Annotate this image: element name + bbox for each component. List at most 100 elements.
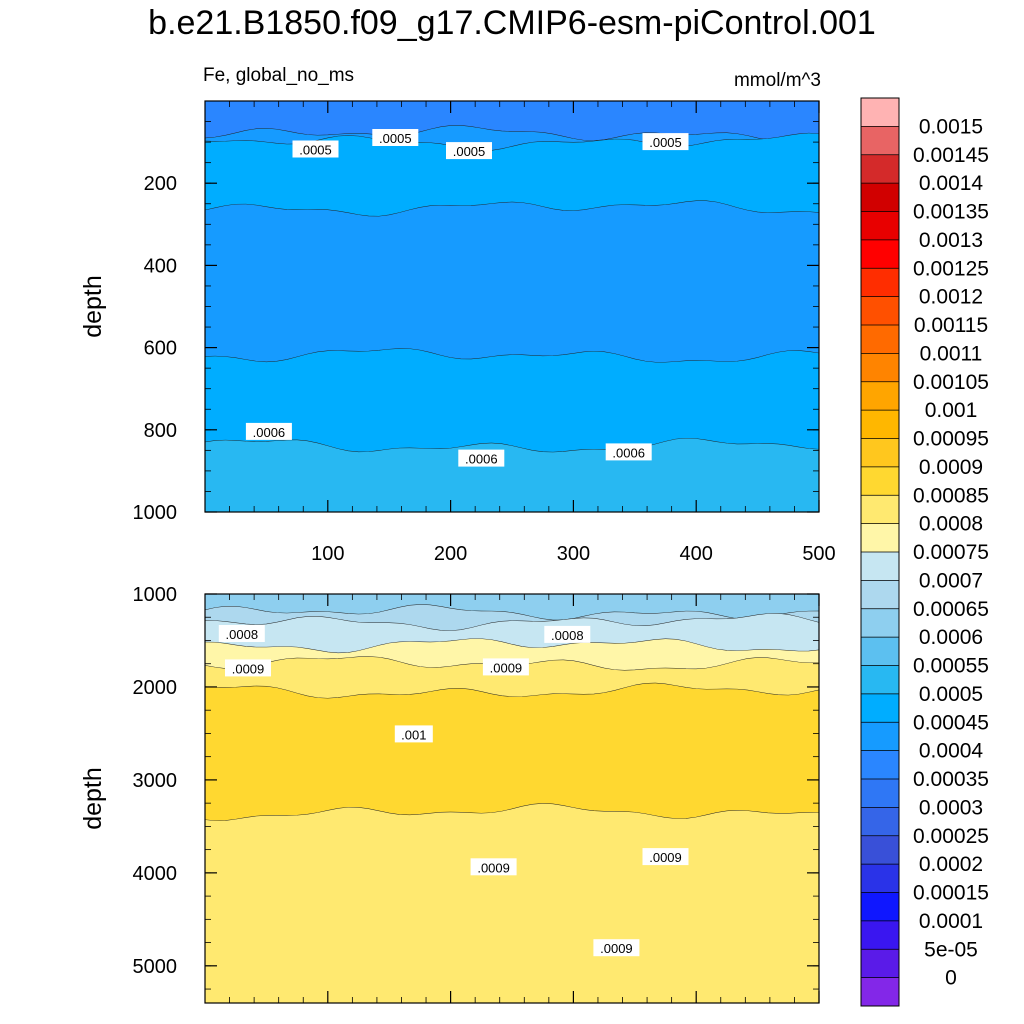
plot-area-upper: .0005 .0005 .0005 .0005 .0006 .0006 .0006 xyxy=(205,101,819,512)
contour-band xyxy=(205,348,819,453)
colorbar-label: 0.0004 xyxy=(919,740,984,763)
colorbar-swatch xyxy=(861,296,899,326)
contour-label-text: .0006 xyxy=(465,452,498,467)
colorbar-swatch xyxy=(861,920,899,950)
colorbar-swatch xyxy=(861,98,899,127)
colorbar-label: 0.0008 xyxy=(919,513,983,536)
colorbar-swatch xyxy=(861,977,899,1007)
y-tick-label: 4000 xyxy=(133,863,178,885)
variable-label: Fe, global_no_ms xyxy=(203,65,354,86)
colorbar-swatch xyxy=(861,949,899,978)
colorbar-swatch xyxy=(861,580,899,610)
contour-label: .0005 xyxy=(446,142,492,160)
contour-label-box xyxy=(446,142,492,160)
colorbar-label: 0.0003 xyxy=(919,796,983,819)
x-tick-label: 300 xyxy=(557,543,590,565)
contour-band xyxy=(205,803,819,1003)
colorbar-swatch xyxy=(861,779,899,808)
colorbar-label: 0.00055 xyxy=(913,655,989,678)
colorbar-label: 0.0007 xyxy=(919,569,983,592)
colorbar-label: 0.001 xyxy=(925,399,978,422)
contour-label-text: .0006 xyxy=(253,425,286,440)
contour-band xyxy=(205,656,819,699)
colorbar-label: 0.00065 xyxy=(913,598,989,621)
colorbar-label: 0 xyxy=(945,967,957,990)
colorbar-label: 0.0015 xyxy=(919,115,983,138)
contour-label-text: .001 xyxy=(401,727,426,742)
contour-band xyxy=(205,133,819,217)
contour-label-text: .0006 xyxy=(612,445,645,460)
contour-label-text: .0009 xyxy=(477,860,510,875)
colorbar-label: 0.0013 xyxy=(919,229,983,252)
y-tick-label: 3000 xyxy=(133,770,178,792)
colorbar-frame xyxy=(860,97,900,1007)
contour-label-text: .0005 xyxy=(453,144,486,159)
colorbar-swatch xyxy=(861,693,899,723)
contour-label: .0008 xyxy=(218,625,265,642)
contour-band xyxy=(205,438,819,512)
colorbar-swatch xyxy=(861,353,899,383)
y-axis-title: depth xyxy=(79,767,107,830)
contour-label-text: .0009 xyxy=(600,941,633,956)
y-tick-label: 1000 xyxy=(133,584,178,606)
colorbar-swatch xyxy=(861,892,899,922)
chart-title: b.e21.B1850.f09_g17.CMIP6-esm-piControl.… xyxy=(148,4,876,42)
colorbar-label: 0.00015 xyxy=(913,882,989,905)
contour-label-box xyxy=(372,129,419,146)
contour-label-box xyxy=(544,625,591,643)
contour-label-text: .0005 xyxy=(649,135,682,150)
colorbar-swatch xyxy=(861,665,899,695)
contour-label-text: .0005 xyxy=(379,131,412,146)
contour-label: .001 xyxy=(394,725,433,743)
contour-label: .0008 xyxy=(544,625,591,643)
contour-label: .0009 xyxy=(642,848,689,866)
colorbar-label: 0.00035 xyxy=(913,768,989,791)
contour-label-text: .0009 xyxy=(232,661,265,676)
colorbar-label: 0.0011 xyxy=(920,342,983,365)
contour-label-text: .0009 xyxy=(649,850,682,865)
colorbar-label: 0.00145 xyxy=(913,144,989,167)
contour-label: .0009 xyxy=(482,658,529,676)
contour-label-box xyxy=(458,449,505,467)
contour-label: .0006 xyxy=(245,422,292,440)
colorbar-swatch xyxy=(861,239,899,269)
contour-label-box xyxy=(245,422,292,440)
colorbar-swatch xyxy=(861,126,899,156)
colorbar-label: 0.0009 xyxy=(919,456,983,479)
contour-label-box xyxy=(605,443,652,461)
contour-label-box xyxy=(394,725,433,743)
colorbar-label: 0.00125 xyxy=(913,257,989,280)
x-tick-label: 200 xyxy=(434,543,467,565)
contour-label: .0009 xyxy=(225,659,271,677)
contour-band xyxy=(205,613,819,654)
colorbar-label: 5e-05 xyxy=(924,938,978,961)
plot-area-lower: .0008 .0008 .0009 .0009 .001 .0009 .0009 .0009 xyxy=(205,594,819,1003)
colorbar-swatch xyxy=(861,495,899,524)
contour-label-box xyxy=(292,140,339,158)
colorbar-label: 0.00085 xyxy=(913,484,989,507)
y-tick-label: 600 xyxy=(144,338,177,360)
colorbar-swatch xyxy=(861,268,899,297)
colorbar-swatch xyxy=(861,552,899,581)
y-axis-title: depth xyxy=(79,275,107,338)
y-tick-label: 1000 xyxy=(133,502,178,524)
contour-band xyxy=(205,638,819,671)
x-tick-label: 400 xyxy=(680,543,713,565)
contour-label: .0009 xyxy=(470,858,517,876)
colorbar-swatch xyxy=(861,410,899,439)
colorbar-label: 0.00025 xyxy=(913,825,989,848)
contour-label: .0005 xyxy=(372,129,419,146)
contour-label: .0005 xyxy=(292,140,339,158)
colorbar-label: 0.00075 xyxy=(913,541,989,564)
units-label: mmol/m^3 xyxy=(734,70,821,91)
contour-label-box xyxy=(482,658,529,676)
colorbar-label: 0.00045 xyxy=(913,711,989,734)
colorbar-swatch xyxy=(861,183,899,212)
contour-band xyxy=(205,594,819,621)
colorbar-swatch xyxy=(861,381,899,411)
colorbar-swatch xyxy=(861,523,899,553)
colorbar-label: 0.0006 xyxy=(919,626,983,649)
colorbar-swatch xyxy=(861,154,899,184)
contour-label: .0009 xyxy=(593,939,640,957)
